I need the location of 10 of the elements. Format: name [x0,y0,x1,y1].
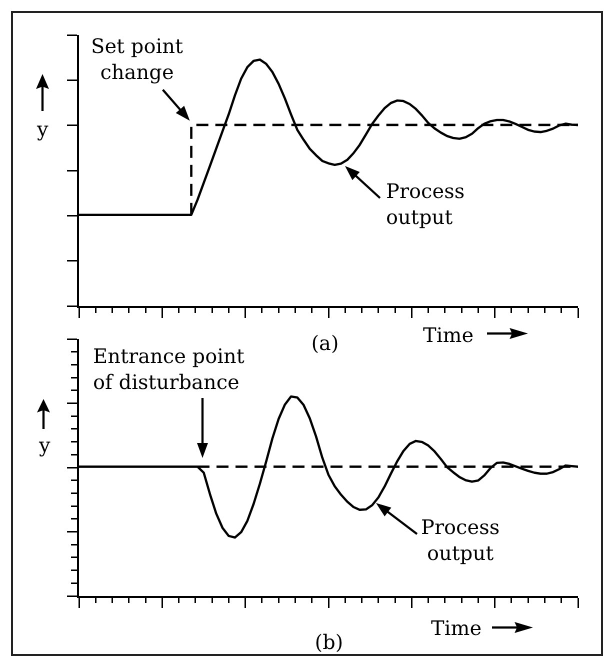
x-axis-title: Time [423,323,474,347]
x-axis-title: Time [431,616,482,640]
y-axis-title: y [38,433,51,457]
annotation: Set point change [91,34,184,84]
annotation: Process output [386,179,465,229]
text: Entrance point of disturbance [93,344,244,394]
text: (a) [311,331,339,355]
text: (b) [314,630,344,654]
y-axis-title: y [36,117,49,141]
annotation: Process output [421,515,500,565]
